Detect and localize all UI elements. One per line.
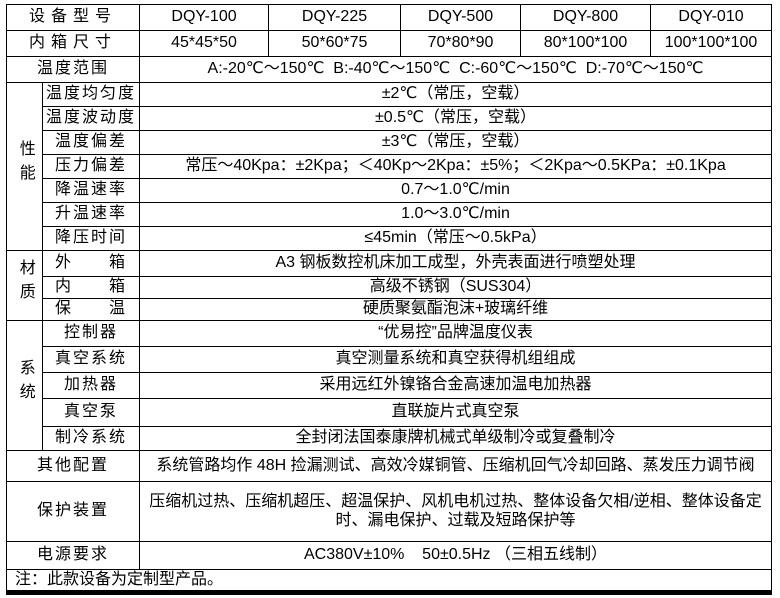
spec-table: 设备型号 DQY-100 DQY-225 DQY-500 DQY-800 DQY…	[5, 4, 773, 596]
cell-value: 采用远红外镍铬合金高速加温电加热器	[139, 372, 773, 399]
performance-row: 性能 温度均匀度 ±2℃（常压，空载）	[6, 82, 773, 251]
row-label: 温度偏差	[41, 130, 141, 155]
row-label-other-config: 其他配置	[5, 450, 141, 482]
performance-row: 温度偏差 ±3℃（常压，空载）	[7, 130, 773, 155]
row-label: 升温速率	[41, 202, 141, 227]
material-row: 内 箱 高级不锈钢（SUS304）	[7, 276, 773, 299]
cell-value: 直联旋片式真空泵	[139, 398, 773, 427]
material-row: 保 温 硬质聚氨酯泡沫+玻璃纤维	[7, 298, 773, 321]
group-label-material: 材质	[16, 258, 34, 307]
row-label: 温度均匀度	[41, 82, 141, 107]
row-label-model: 设备型号	[5, 4, 141, 31]
row-label: 真空泵	[41, 398, 141, 427]
model-value: DQY-800	[520, 4, 652, 31]
row-label: 控制器	[41, 320, 141, 347]
system-row: 系统 控制器 “优易控”品牌温度仪表	[6, 320, 773, 451]
performance-row: 升温速率 1.0～3.0℃/min	[7, 202, 773, 227]
size-value: 80*100*100	[520, 30, 652, 57]
size-value: 50*60*75	[268, 30, 402, 57]
note-text: 注：此款设备为定制型产品。	[5, 568, 773, 594]
model-row: 设备型号 DQY-100 DQY-225 DQY-500 DQY-800 DQY…	[5, 4, 773, 31]
cell-value: A3 钢板数控机床加工成型，外壳表面进行喷塑处理	[139, 250, 773, 277]
group-label-system: 系统	[16, 358, 34, 407]
size-row: 内箱尺寸 45*45*50 50*60*75 70*80*90 80*100*1…	[5, 30, 773, 57]
other-config-value: 系统管路均作 48H 捡漏测试、高效冷媒铜管、压缩机回气冷却回路、蒸发压力调节阀	[139, 450, 773, 482]
cell-value: 1.0～3.0℃/min	[139, 202, 773, 227]
cell-value: ±2℃（常压，空载）	[139, 82, 773, 107]
performance-row: 压力偏差 常压～40Kpa：±2Kpa；＜40Kp～2Kpa：±5%；＜2Kpa…	[7, 154, 773, 179]
row-label-size: 内箱尺寸	[5, 30, 141, 57]
cell-value: 常压～40Kpa：±2Kpa；＜40Kp～2Kpa：±5%；＜2Kpa～0.5K…	[139, 154, 773, 179]
row-label: 真空系统	[41, 346, 141, 373]
cell-value: “优易控”品牌温度仪表	[139, 320, 773, 347]
group-cell-system: 系统	[6, 320, 43, 451]
performance-row: 降温速率 0.7～1.0℃/min	[7, 178, 773, 203]
system-row: 真空系统 真空测量系统和真空获得机组组成	[7, 346, 773, 373]
cell-value: 真空测量系统和真空获得机组组成	[139, 346, 773, 373]
performance-row: 降压时间 ≤45min（常压～0.5kPa）	[7, 226, 773, 251]
size-value: 100*100*100	[650, 30, 773, 57]
model-value: DQY-500	[400, 4, 522, 31]
system-row: 真空泵 直联旋片式真空泵	[7, 398, 773, 427]
temp-range-row: 温度范围 A:-20℃～150℃ B:-40℃～150℃ C:-60℃～150℃…	[5, 56, 773, 83]
cell-value: 0.7～1.0℃/min	[139, 178, 773, 203]
row-label-protection: 保护装置	[5, 481, 141, 542]
group-label-performance: 性能	[16, 139, 34, 188]
row-label: 降压时间	[41, 226, 141, 251]
protection-value: 压缩机过热、压缩机超压、超温保护、风机电机过热、整体设备欠相/逆相、整体设备定时…	[139, 481, 773, 542]
power-row: 电源要求 AC380V±10% 50±0.5Hz （三相五线制）	[5, 541, 773, 570]
row-label: 内 箱	[41, 276, 141, 299]
power-value: AC380V±10% 50±0.5Hz （三相五线制）	[139, 541, 773, 570]
row-label-power: 电源要求	[5, 541, 141, 570]
temp-range-value: A:-20℃～150℃ B:-40℃～150℃ C:-60℃～150℃ D:-7…	[139, 56, 773, 83]
row-label: 外 箱	[41, 250, 141, 277]
material-row: 材质 外 箱 A3 钢板数控机床加工成型，外壳表面进行喷塑处理	[6, 250, 773, 321]
cell-value: ≤45min（常压～0.5kPa）	[139, 226, 773, 251]
cell-value: ±0.5℃（常压，空载）	[139, 106, 773, 131]
model-value: DQY-010	[650, 4, 773, 31]
row-label: 加热器	[41, 372, 141, 399]
group-cell-material: 材质	[6, 250, 43, 321]
other-config-row: 其他配置 系统管路均作 48H 捡漏测试、高效冷媒铜管、压缩机回气冷却回路、蒸发…	[5, 450, 773, 482]
cell-value: 高级不锈钢（SUS304）	[139, 276, 773, 299]
row-label: 温度波动度	[41, 106, 141, 131]
row-label: 保 温	[41, 298, 141, 321]
cell-value: 硬质聚氨酯泡沫+玻璃纤维	[139, 298, 773, 321]
performance-row: 温度波动度 ±0.5℃（常压，空载）	[7, 106, 773, 131]
system-row: 制冷系统 全封闭法国泰康牌机械式单级制冷或复叠制冷	[7, 426, 773, 451]
size-value: 45*45*50	[139, 30, 270, 57]
cell-value: 全封闭法国泰康牌机械式单级制冷或复叠制冷	[139, 426, 773, 451]
model-value: DQY-225	[268, 4, 402, 31]
note-row: 注：此款设备为定制型产品。	[5, 568, 773, 594]
protection-row: 保护装置 压缩机过热、压缩机超压、超温保护、风机电机过热、整体设备欠相/逆相、整…	[5, 481, 773, 542]
row-label: 压力偏差	[41, 154, 141, 179]
size-value: 70*80*90	[400, 30, 522, 57]
row-label: 降温速率	[41, 178, 141, 203]
system-row: 加热器 采用远红外镍铬合金高速加温电加热器	[7, 372, 773, 399]
group-cell-performance: 性能	[6, 82, 43, 251]
row-label-temp-range: 温度范围	[5, 56, 141, 83]
row-label: 制冷系统	[41, 426, 141, 451]
model-value: DQY-100	[139, 4, 270, 31]
cell-value: ±3℃（常压，空载）	[139, 130, 773, 155]
